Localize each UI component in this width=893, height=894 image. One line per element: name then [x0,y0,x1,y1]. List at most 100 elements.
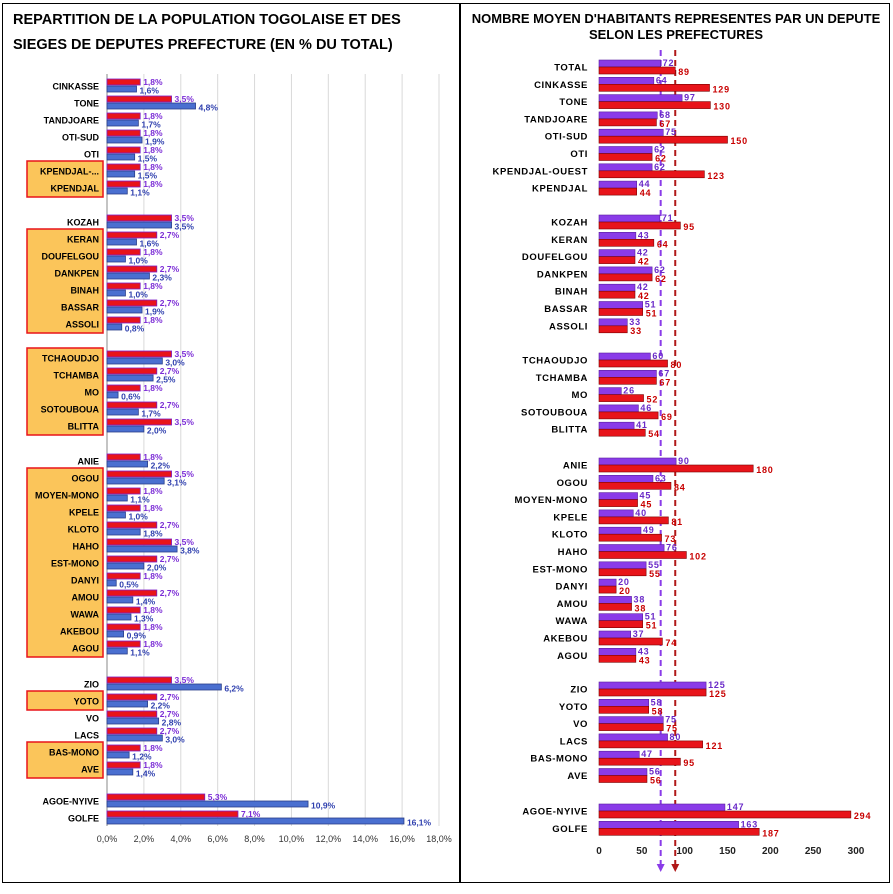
left-population-bar-bassar [106,306,143,314]
right-red-value-label: 130 [713,102,730,112]
right-category-label-est-mono: EST-MONO [533,564,588,575]
right-purple-bar-akebou [598,630,631,639]
right-purple-value-label: 37 [633,629,645,639]
right-red-bar-blitta [598,428,646,437]
right-purple-bar-agoe-nyive [598,803,726,812]
right-purple-value-label: 62 [654,265,666,275]
right-purple-bar-vo [598,716,664,724]
left-category-label-haho: HAHO [73,542,100,552]
left-seats-value-label: 1,8% [143,383,163,393]
right-purple-value-label: 71 [662,213,674,223]
right-purple-value-label: 43 [638,646,650,656]
right-red-value-label: 55 [649,569,661,579]
left-x-tick-label: 18,0% [426,834,452,844]
right-red-bar-ogou [598,481,672,490]
right-purple-bar-kpele [598,509,634,518]
right-category-label-lacs: LACS [560,736,588,747]
right-red-value-label: 54 [648,429,660,439]
right-red-bar-tandjoare [598,118,657,127]
right-red-value-label: 42 [638,291,650,301]
right-category-label-kpele: KPELE [553,512,588,523]
left-seats-bar-doufelgou [106,248,141,256]
right-red-value-label: 64 [657,239,669,249]
right-category-label-haho: HAHO [558,547,588,558]
right-red-bar-oti [598,153,653,161]
left-population-bar-danyi [106,579,117,587]
right-category-label-blitta: BLITTA [551,425,588,436]
right-x-tick-label: 250 [805,846,822,857]
left-seats-value-label: 2,7% [160,726,180,736]
left-seats-value-label: 1,8% [143,743,163,753]
right-purple-bar-bas-mono [598,750,640,759]
left-population-bar-haho [106,545,178,553]
right-red-value-label: 69 [661,412,673,422]
left-chart-title: REPARTITION DE LA POPULATION TOGOLAISE E… [13,12,401,53]
left-seats-value-label: 5,3% [208,792,228,802]
right-category-label-tchaoudjo: TCHAOUDJO [522,356,588,367]
left-population-value-label: 2,0% [147,426,167,436]
right-purple-bar-doufelgou [598,249,636,257]
left-category-label-yoto: YOTO [74,697,99,707]
right-purple-value-label: 56 [649,767,661,777]
left-population-value-label: 0,8% [125,324,145,334]
left-seats-bar-kloto [106,521,158,529]
right-purple-bar-yoto [598,698,649,707]
left-highlight-box [26,347,104,436]
left-category-label-danyi: DANYI [71,576,99,586]
right-category-label-ogou: OGOU [557,478,588,489]
right-red-bar-kpele [598,516,669,525]
right-category-label-tandjoare: TANDJOARE [524,114,588,125]
left-seats-bar-ogou [106,470,172,478]
right-purple-value-label: 33 [629,317,641,327]
left-population-bar-akebou [106,630,125,638]
left-category-label-golfe: GOLFE [68,814,99,824]
right-category-label-kpendjal: KPENDJAL [532,184,588,195]
left-seats-value-label: 2,7% [160,366,180,376]
left-population-bar-agoe-nyive [106,800,309,808]
right-red-value-label: 38 [635,603,647,613]
right-red-value-label: 33 [630,326,642,336]
left-seats-value-label: 1,8% [143,145,163,155]
left-chart-svg: 0,0% 2,0% 4,0% 6,0% 8,0% 10,0% 12,0% 14,0% 16,0%… [26,74,452,844]
left-seats-value-label: 1,8% [143,128,163,138]
left-seats-value-label: 2,7% [160,554,180,564]
left-seats-value-label: 1,8% [143,111,163,121]
right-red-bar-agoe-nyive [598,810,852,819]
right-red-bar-kloto [598,533,662,542]
right-red-bar-tone [598,101,711,109]
left-seats-bar-assoli [106,316,141,324]
right-category-label-vo: VO [573,719,588,730]
right-red-value-label: 58 [652,706,664,716]
left-seats-value-label: 1,8% [143,247,163,257]
left-population-value-label: 16,1% [407,818,432,828]
right-purple-value-label: 41 [636,420,648,430]
right-purple-bar-haho [598,544,665,552]
right-purple-value-label: 51 [645,612,657,622]
right-purple-bar-total [598,59,661,68]
left-category-label-kozah: KOZAH [67,218,99,228]
left-population-value-label: 1,1% [130,495,150,505]
left-category-label-tandjoare: TANDJOARE [44,116,99,126]
right-purple-value-label: 60 [652,351,664,361]
right-category-label-doufelgou: DOUFELGOU [522,252,588,263]
right-purple-value-label: 97 [684,93,696,103]
right-category-label-oti-sud: OTI-SUD [545,132,588,143]
left-seats-value-label: 3,5% [175,469,195,479]
left-seats-bar-bassar [106,299,158,307]
left-population-bar-zio [106,683,222,691]
left-seats-bar-sotouboua [106,401,158,409]
left-seats-bar-tchaoudjo [106,350,172,358]
right-purple-bar-agou [598,647,637,656]
right-purple-bar-kpendjal-ouest [598,163,653,172]
right-red-value-label: 125 [709,689,726,699]
right-red-value-label: 20 [619,586,631,596]
right-purple-bar-tone [598,94,683,102]
right-red-bar-golfe [598,827,760,836]
right-red-value-label: 62 [655,274,667,284]
left-category-label-bas-mono: BAS-MONO [49,748,99,758]
left-seats-bar-moyen-mono [106,487,141,495]
left-population-value-label: 1,9% [145,307,165,317]
right-purple-bar-tchamba [598,369,657,378]
left-category-label-keran: KERAN [67,235,99,245]
right-category-label-yoto: YOTO [559,702,588,713]
